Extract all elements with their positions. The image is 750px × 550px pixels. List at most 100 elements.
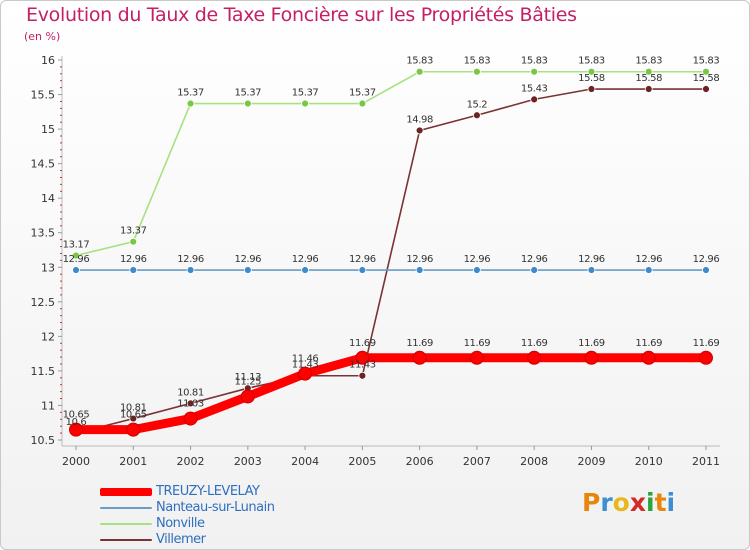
data-label: 12.96 <box>693 254 720 265</box>
data-label: 12.96 <box>349 254 376 265</box>
data-point <box>702 67 710 76</box>
data-label: 12.96 <box>120 254 147 265</box>
legend-label: Nonville <box>156 516 205 531</box>
data-label: 15.83 <box>406 56 433 67</box>
data-point <box>186 399 195 408</box>
data-label: 11.13 <box>234 372 261 383</box>
y-tick-label: 14 <box>41 192 55 205</box>
data-point <box>358 266 367 274</box>
data-point <box>644 85 653 93</box>
x-tick-label: 2000 <box>62 455 90 468</box>
y-unit-label: (en %) <box>24 30 61 43</box>
x-tick-label: 2005 <box>348 455 376 468</box>
data-label: 11.69 <box>349 338 376 349</box>
data-point <box>72 251 80 260</box>
legend-swatch <box>100 539 152 541</box>
data-point <box>240 389 255 404</box>
data-point <box>415 67 424 76</box>
data-point <box>415 126 424 135</box>
series-line-villemer <box>75 88 707 434</box>
data-label: 14.98 <box>406 114 433 125</box>
logo-letter: r <box>600 488 613 517</box>
data-label: 10.6 <box>66 417 87 428</box>
x-tick-label: 2004 <box>291 455 319 468</box>
data-point <box>129 237 138 246</box>
legend-swatch <box>100 488 152 496</box>
data-label: 11.43 <box>292 360 319 371</box>
data-point <box>702 85 710 93</box>
data-label: 11.69 <box>406 338 433 349</box>
logo-letter: o <box>612 488 630 517</box>
x-tick-label: 2006 <box>406 455 434 468</box>
legend-swatch <box>100 523 152 525</box>
proxiti-logo: Proxiti <box>582 488 675 517</box>
data-label: 10.81 <box>177 387 204 398</box>
x-tick-label: 2009 <box>577 455 605 468</box>
data-label: 11.69 <box>693 338 720 349</box>
series-line-nonville <box>75 70 707 257</box>
data-label: 15.2 <box>467 99 488 110</box>
data-label: 11.03 <box>177 399 204 410</box>
data-point <box>473 266 481 274</box>
legend-label: Villemer <box>156 532 206 547</box>
legend-swatch <box>100 507 152 509</box>
data-label: 11.69 <box>635 338 662 349</box>
data-label: 11.25 <box>234 376 261 387</box>
x-tick-label: 2008 <box>520 455 548 468</box>
data-point <box>301 99 309 108</box>
data-point <box>530 67 539 76</box>
data-point <box>72 266 80 274</box>
logo-letter: t <box>654 488 667 517</box>
data-label: 12.96 <box>63 254 90 265</box>
data-point <box>530 95 539 104</box>
data-label: 15.43 <box>521 83 548 94</box>
data-label: 11.69 <box>521 338 548 349</box>
data-point <box>584 350 599 365</box>
data-point <box>301 266 309 274</box>
y-tick-label: 12 <box>41 330 55 343</box>
data-point <box>129 414 138 423</box>
data-point <box>243 99 252 108</box>
data-point <box>412 350 427 365</box>
data-point <box>186 99 195 108</box>
data-point <box>358 99 367 108</box>
data-label: 11.43 <box>349 360 376 371</box>
data-point <box>129 266 138 274</box>
data-label: 12.96 <box>177 254 204 265</box>
data-label: 12.96 <box>406 254 433 265</box>
logo-letter: x <box>629 488 646 517</box>
data-label: 11.69 <box>464 338 491 349</box>
data-label: 15.37 <box>292 88 319 99</box>
y-tick-label: 11.5 <box>31 365 56 378</box>
data-point <box>530 266 539 274</box>
x-tick-label: 2010 <box>635 455 663 468</box>
data-label: 12.96 <box>578 254 605 265</box>
data-label: 15.58 <box>693 73 720 84</box>
y-tick-label: 12.5 <box>31 296 56 309</box>
data-label: 15.83 <box>521 56 548 67</box>
data-point <box>644 67 653 76</box>
data-point <box>644 266 653 274</box>
data-label: 15.83 <box>693 56 720 67</box>
data-label: 10.65 <box>120 410 147 421</box>
data-point <box>527 350 542 365</box>
data-label: 15.83 <box>635 56 662 67</box>
y-tick-label: 10.5 <box>31 434 56 447</box>
data-point <box>587 266 596 274</box>
x-tick-label: 2002 <box>177 455 205 468</box>
data-label: 13.37 <box>120 226 147 237</box>
data-label: 11.69 <box>578 338 605 349</box>
y-tick-label: 14.5 <box>31 158 56 171</box>
logo-letter: i <box>646 488 655 517</box>
x-tick-label: 2007 <box>463 455 491 468</box>
y-tick-label: 13 <box>41 261 55 274</box>
y-tick-label: 15 <box>41 123 55 136</box>
data-point <box>358 371 367 380</box>
y-tick-label: 11 <box>41 399 55 412</box>
data-label: 15.83 <box>464 56 491 67</box>
logo-letter: i <box>666 488 676 517</box>
data-label: 10.81 <box>120 403 147 414</box>
data-point <box>183 411 198 426</box>
